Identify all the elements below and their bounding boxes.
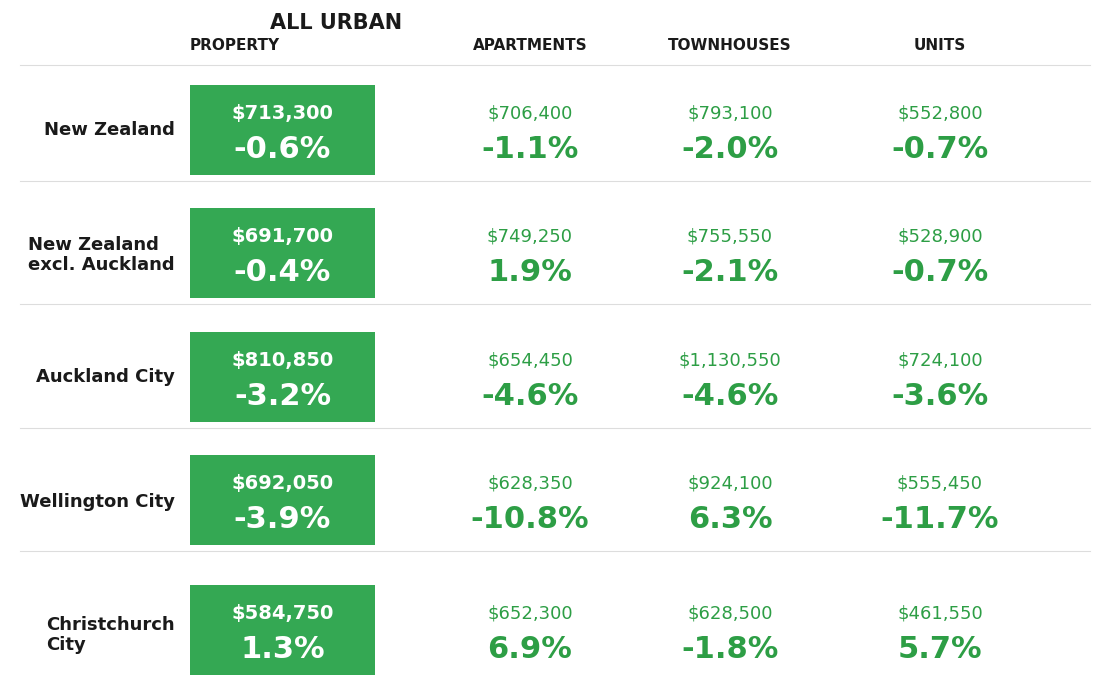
FancyBboxPatch shape — [190, 208, 375, 298]
Text: -0.4%: -0.4% — [234, 259, 331, 287]
Text: TOWNHOUSES: TOWNHOUSES — [668, 38, 792, 53]
Text: 6.9%: 6.9% — [488, 635, 573, 664]
Text: $1,130,550: $1,130,550 — [679, 352, 781, 370]
Text: New Zealand
excl. Auckland: New Zealand excl. Auckland — [28, 236, 175, 275]
Text: $654,450: $654,450 — [487, 352, 573, 370]
Text: $713,300: $713,300 — [231, 104, 334, 123]
Text: 5.7%: 5.7% — [897, 635, 982, 664]
Text: $628,500: $628,500 — [687, 605, 772, 623]
Text: $692,050: $692,050 — [231, 474, 334, 493]
Text: $552,800: $552,800 — [897, 105, 983, 123]
Text: Auckland City: Auckland City — [36, 368, 175, 386]
Text: $691,700: $691,700 — [231, 227, 334, 246]
Text: APARTMENTS: APARTMENTS — [473, 38, 587, 53]
Text: -1.8%: -1.8% — [681, 635, 779, 664]
FancyBboxPatch shape — [190, 332, 375, 422]
FancyBboxPatch shape — [190, 85, 375, 175]
Text: -3.2%: -3.2% — [234, 382, 331, 411]
Text: Wellington City: Wellington City — [20, 493, 175, 511]
Text: 1.9%: 1.9% — [488, 259, 573, 287]
FancyBboxPatch shape — [190, 455, 375, 545]
Text: UNITS: UNITS — [914, 38, 966, 53]
Text: $724,100: $724,100 — [897, 352, 983, 370]
Text: New Zealand: New Zealand — [45, 121, 175, 139]
Text: -11.7%: -11.7% — [881, 505, 999, 534]
Text: -2.0%: -2.0% — [682, 136, 779, 164]
Text: $810,850: $810,850 — [231, 351, 334, 370]
Text: -3.6%: -3.6% — [892, 382, 989, 411]
Text: -0.6%: -0.6% — [234, 136, 331, 164]
Text: $793,100: $793,100 — [687, 105, 772, 123]
Text: $555,450: $555,450 — [897, 475, 983, 493]
Text: $706,400: $706,400 — [488, 105, 573, 123]
Text: -2.1%: -2.1% — [682, 259, 779, 287]
Text: $755,550: $755,550 — [687, 228, 773, 246]
Text: PROPERTY: PROPERTY — [190, 38, 280, 53]
Text: $584,750: $584,750 — [231, 604, 334, 623]
Text: -4.6%: -4.6% — [681, 382, 779, 411]
Text: -3.9%: -3.9% — [234, 505, 331, 534]
Text: -10.8%: -10.8% — [471, 505, 589, 534]
Text: $628,350: $628,350 — [487, 475, 573, 493]
Text: $652,300: $652,300 — [488, 605, 573, 623]
Text: -4.6%: -4.6% — [481, 382, 579, 411]
FancyBboxPatch shape — [190, 585, 375, 675]
Text: -0.7%: -0.7% — [892, 136, 989, 164]
Text: -0.7%: -0.7% — [892, 259, 989, 287]
Text: Christchurch
City: Christchurch City — [47, 616, 175, 655]
Text: 1.3%: 1.3% — [240, 635, 325, 664]
Text: $924,100: $924,100 — [687, 475, 772, 493]
Text: $461,550: $461,550 — [897, 605, 983, 623]
Text: 6.3%: 6.3% — [687, 505, 772, 534]
Text: $528,900: $528,900 — [897, 228, 983, 246]
Text: $749,250: $749,250 — [487, 228, 573, 246]
Text: ALL URBAN: ALL URBAN — [270, 13, 402, 33]
Text: -1.1%: -1.1% — [481, 136, 579, 164]
